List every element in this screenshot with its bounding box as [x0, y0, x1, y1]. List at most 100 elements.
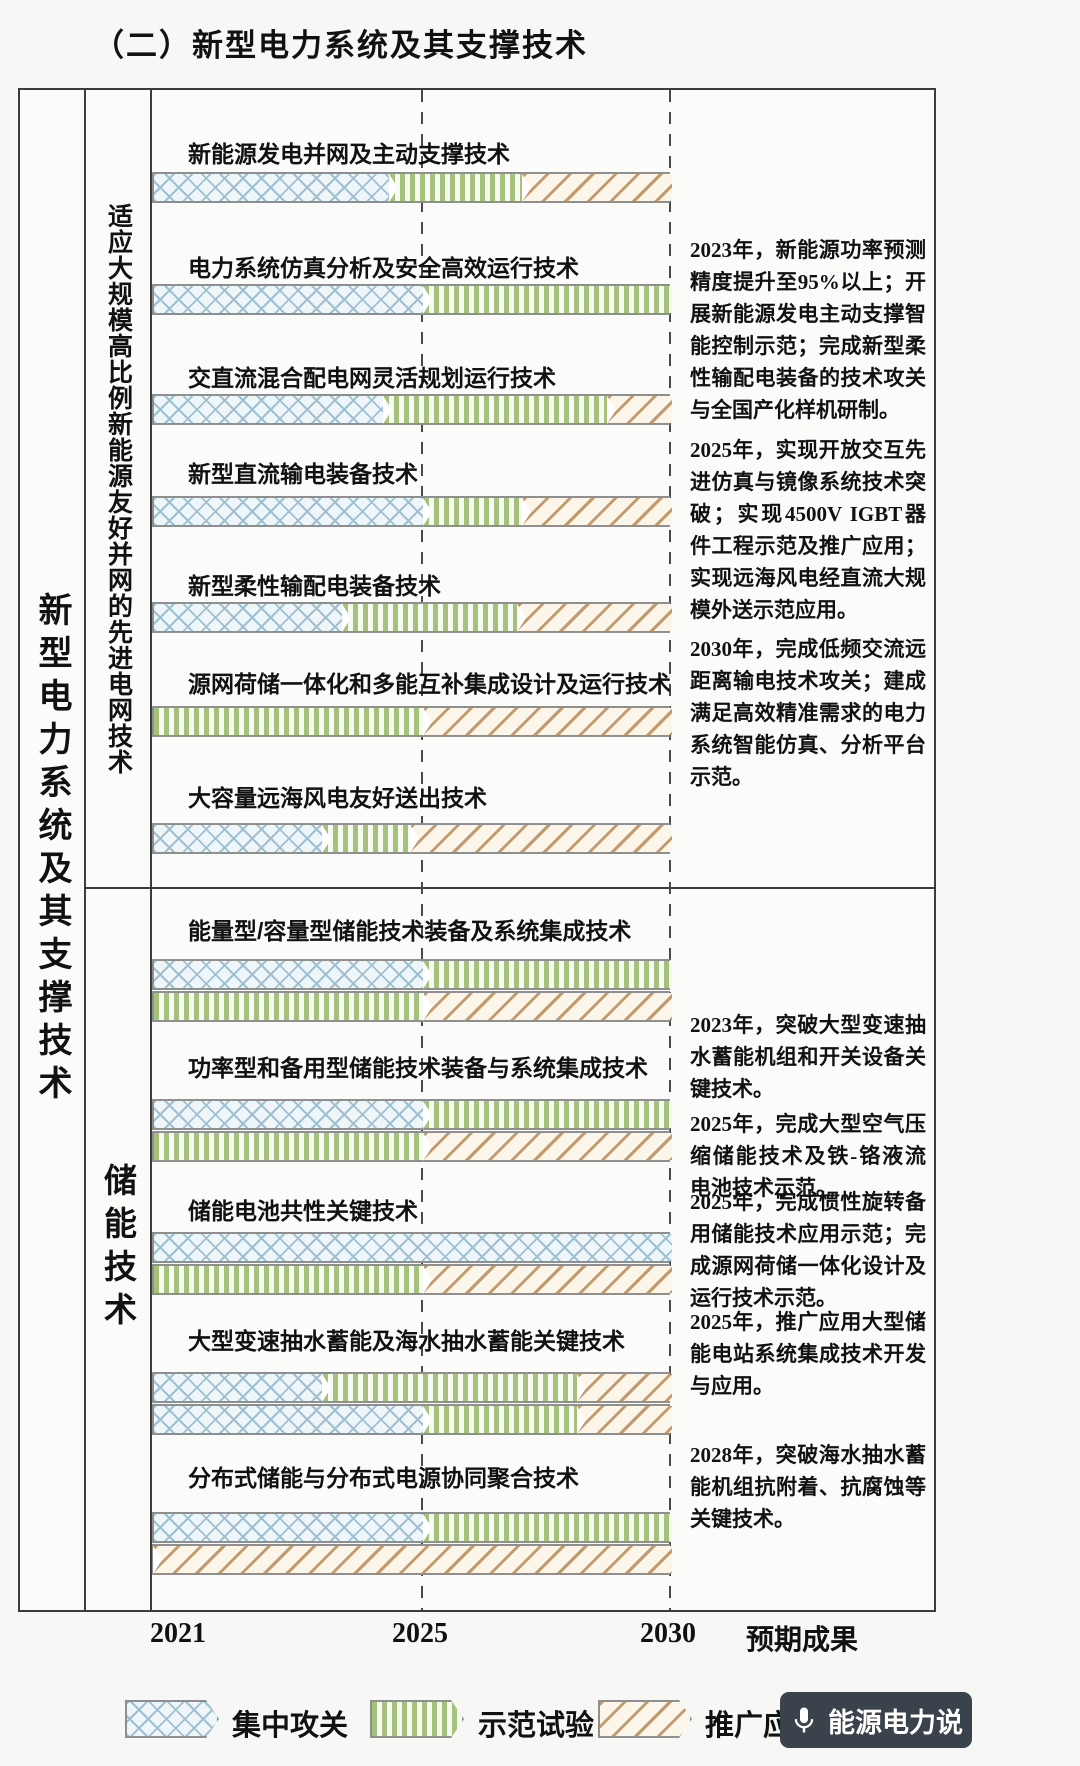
gantt-bar	[152, 394, 672, 425]
phase-segment-demo	[424, 1406, 578, 1433]
phase-segment-demo	[154, 1266, 424, 1293]
task-label: 新型直流输电装备技术	[188, 461, 418, 487]
group-label-grid: 适应大规模高比例新能源友好并网的先进电网技术	[104, 202, 133, 775]
segment-chevron	[423, 1133, 432, 1161]
segment-chevron	[423, 498, 432, 526]
segment-chevron	[423, 993, 432, 1021]
gantt-bar	[152, 602, 672, 633]
task-label: 分布式储能与分布式电源协同聚合技术	[188, 1465, 579, 1491]
phase-segment-promote	[577, 1374, 672, 1401]
task-label: 功率型和备用型储能技术装备与系统集成技术	[188, 1055, 648, 1081]
category-label: 新型电力系统及其支撑技术	[33, 592, 71, 1108]
outcome-text: 2025年，推广应用大型储能电站系统集成技术开发与应用。	[690, 1310, 926, 1398]
task-label: 大容量远海风电友好送出技术	[188, 785, 487, 811]
phase-segment-promote	[424, 1266, 672, 1293]
segment-chevron	[423, 1514, 432, 1542]
gantt-bar	[152, 1099, 672, 1130]
gantt-bar	[152, 823, 672, 854]
outcome-text: 2025年，完成惯性旋转备用储能技术应用示范；完成源网荷储一体化设计及运行技术示…	[690, 1190, 926, 1310]
phase-segment-tackle	[154, 286, 424, 313]
phase-segment-demo	[424, 1514, 672, 1541]
group-cell-storage: 储能技术	[86, 887, 150, 1610]
group-divider	[86, 887, 934, 889]
phase-segment-promote	[424, 1133, 672, 1160]
phase-segment-tackle	[154, 174, 391, 201]
gantt-bar	[152, 496, 672, 527]
phase-segment-demo	[390, 174, 524, 201]
segment-chevron	[517, 604, 527, 632]
segment-chevron	[409, 825, 419, 853]
phase-segment-tackle	[154, 1514, 424, 1541]
group-label-storage: 储能技术	[99, 1162, 137, 1335]
x-axis: 2021 2025 2030 预期成果	[18, 1618, 932, 1662]
phase-segment-demo	[154, 993, 424, 1020]
x-tick-2021: 2021	[150, 1618, 206, 1649]
segment-chevron	[321, 825, 331, 853]
task-label: 新型柔性输配电装备技术	[188, 573, 441, 599]
phase-segment-promote	[154, 1546, 672, 1573]
phase-segment-demo	[424, 961, 672, 988]
x-tick-2025: 2025	[392, 1618, 448, 1649]
phase-segment-tackle	[154, 396, 384, 423]
outcome-text: 2028年，突破海水抽水蓄能机组抗附着、抗腐蚀等关键技术。	[690, 1443, 926, 1531]
gantt-bar	[152, 991, 672, 1022]
phase-segment-tackle	[154, 961, 424, 988]
phase-segment-promote	[523, 498, 672, 525]
legend: 集中攻关 示范试验 推广应用	[110, 1694, 990, 1754]
outcome-text: 2030年，完成低频交流远距离输电技术攻关；建成满足高效精准需求的电力系统智能仿…	[690, 637, 926, 789]
phase-segment-promote	[410, 825, 672, 852]
task-label: 电力系统仿真分析及安全高效运行技术	[188, 255, 579, 281]
outcome-text: 2025年，实现开放交互先进仿真与镜像系统技术突破；实现4500V IGBT器件…	[690, 438, 926, 622]
phase-segment-demo	[322, 1374, 578, 1401]
task-label: 储能电池共性关键技术	[188, 1198, 418, 1224]
segment-chevron	[423, 961, 432, 989]
segment-chevron	[342, 604, 351, 632]
segment-chevron	[321, 1374, 331, 1402]
segment-chevron	[423, 1266, 432, 1294]
phase-segment-demo	[383, 396, 608, 423]
phase-segment-promote	[577, 1406, 672, 1433]
segment-chevron	[389, 174, 399, 202]
phase-segment-demo	[322, 825, 411, 852]
segment-chevron	[382, 396, 392, 424]
gantt-bar	[152, 172, 672, 203]
phase-segment-tackle	[154, 825, 323, 852]
segment-chevron	[576, 1406, 586, 1434]
phase-segment-demo	[424, 286, 672, 313]
segment-chevron	[423, 708, 432, 736]
phase-segment-promote	[518, 604, 672, 631]
task-label: 交直流混合配电网灵活规划运行技术	[188, 365, 556, 391]
watermark-label: 能源电力说	[828, 1707, 963, 1738]
phase-segment-promote	[424, 708, 672, 735]
roadmap-table: 新型电力系统及其支撑技术 适应大规模高比例新能源友好并网的先进电网技术 储能技术…	[18, 88, 936, 1612]
segment-chevron	[153, 1546, 162, 1574]
phase-segment-demo	[424, 1101, 672, 1128]
phase-segment-demo	[424, 498, 524, 525]
phase-segment-demo	[154, 1133, 424, 1160]
phase-segment-promote	[607, 396, 672, 423]
phase-segment-demo	[154, 708, 424, 735]
outcome-text: 2025年，完成大型空气压缩储能技术及铁-铬液流电池技术示范。	[690, 1112, 926, 1200]
group-column: 适应大规模高比例新能源友好并网的先进电网技术 储能技术	[86, 90, 152, 1610]
segment-chevron	[522, 174, 532, 202]
phase-segment-tackle	[154, 1374, 323, 1401]
category-column: 新型电力系统及其支撑技术	[20, 90, 86, 1610]
legend-swatch-demo	[370, 1700, 464, 1738]
phase-segment-promote	[523, 174, 672, 201]
gantt-bar	[152, 1372, 672, 1403]
segment-chevron	[522, 498, 532, 526]
phase-segment-tackle	[154, 1234, 672, 1261]
gantt-bar	[152, 1544, 672, 1575]
segment-chevron	[606, 396, 616, 424]
segment-chevron	[423, 1406, 432, 1434]
legend-label-tackle: 集中攻关	[232, 1710, 349, 1742]
watermark-badge: 能源电力说	[780, 1692, 972, 1748]
page-title: （二）新型电力系统及其支撑技术	[93, 28, 588, 63]
task-label: 能量型/容量型储能技术装备及系统集成技术	[188, 918, 632, 944]
microphone-icon	[794, 1707, 814, 1733]
phase-segment-tackle	[154, 604, 343, 631]
gantt-bar	[152, 959, 672, 990]
phase-segment-tackle	[154, 1101, 424, 1128]
group-cell-grid: 适应大规模高比例新能源友好并网的先进电网技术	[86, 90, 150, 887]
outcome-text: 2023年，突破大型变速抽水蓄能机组和开关设备关键技术。	[690, 1013, 926, 1101]
